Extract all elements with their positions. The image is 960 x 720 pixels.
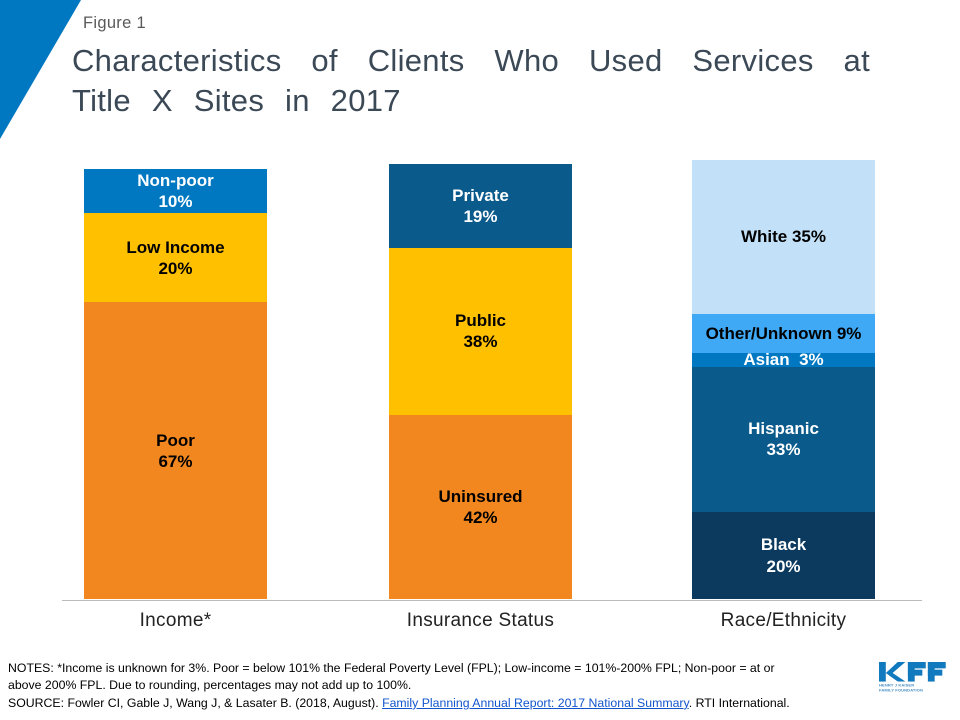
svg-text:HENRY J KAISER: HENRY J KAISER xyxy=(879,683,914,688)
svg-text:FAMILY FOUNDATION: FAMILY FOUNDATION xyxy=(879,687,923,691)
